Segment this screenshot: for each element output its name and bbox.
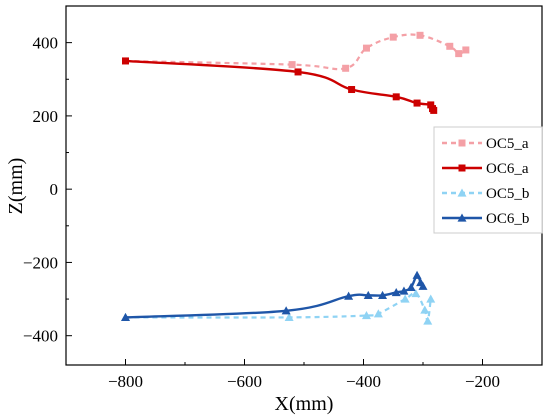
data-point xyxy=(121,312,130,321)
axis-ticks xyxy=(65,5,543,365)
data-point xyxy=(344,291,354,300)
data-point xyxy=(288,61,296,69)
data-point xyxy=(400,294,410,303)
data-point xyxy=(281,306,291,315)
legend-box xyxy=(433,126,543,234)
y-tick-label: −400 xyxy=(23,327,58,346)
tick-labels: −800 −600 −400 −200 −400 −200 0 200 400 xyxy=(23,34,500,391)
data-point xyxy=(411,289,421,298)
data-point xyxy=(418,281,428,290)
data-point xyxy=(446,42,454,50)
data-point xyxy=(122,57,129,65)
y-tick-label: 0 xyxy=(50,180,59,199)
data-point xyxy=(389,33,397,41)
y-axis-title: Z(mm) xyxy=(5,158,27,215)
legend-label: OC5_a xyxy=(486,136,529,152)
data-point xyxy=(342,64,350,72)
data-point xyxy=(462,46,470,54)
data-point xyxy=(391,287,401,297)
data-point xyxy=(294,68,302,76)
legend-marker xyxy=(457,188,467,197)
legend-item-oc5-b: OC5_b xyxy=(442,186,529,202)
data-point xyxy=(392,93,400,101)
data-point xyxy=(378,290,388,299)
x-tick-label: −600 xyxy=(227,372,262,391)
data-point xyxy=(373,309,383,318)
data-point xyxy=(406,282,416,291)
legend-label: OC5_b xyxy=(486,186,529,202)
data-point xyxy=(284,312,294,321)
y-tick-label: −200 xyxy=(23,253,58,272)
data-point xyxy=(362,44,370,52)
legend-item-oc6-b: OC6_b xyxy=(442,211,529,227)
series-oc6-a xyxy=(122,57,438,114)
x-tick-label: −400 xyxy=(346,372,381,391)
x-tick-label: −200 xyxy=(465,372,500,391)
series-oc6-b xyxy=(121,270,428,321)
data-point xyxy=(363,290,373,299)
data-point xyxy=(423,316,433,325)
legend-marker xyxy=(457,213,467,222)
series-oc5-a xyxy=(122,31,470,72)
data-point xyxy=(420,305,430,314)
data-point xyxy=(348,86,356,94)
legend-marker xyxy=(458,164,466,172)
data-point xyxy=(413,99,421,107)
legend: OC5_a OC6_a OC5_b OC6_b xyxy=(433,126,543,234)
x-tick-label: −800 xyxy=(108,372,143,391)
series-layer xyxy=(121,31,470,325)
series-line-oc6-a xyxy=(125,59,435,112)
data-point xyxy=(426,294,436,303)
legend-item-oc5-a: OC5_a xyxy=(442,136,529,152)
legend-label: OC6_b xyxy=(486,211,529,227)
data-point xyxy=(412,270,422,279)
x-axis-title: X(mm) xyxy=(275,393,334,415)
legend-item-oc6-a: OC6_a xyxy=(442,161,529,177)
y-tick-label: 200 xyxy=(33,107,59,126)
data-point xyxy=(399,286,409,295)
legend-label: OC6_a xyxy=(486,161,529,177)
data-point xyxy=(430,106,438,114)
data-point xyxy=(455,50,463,58)
legend-marker xyxy=(458,139,466,147)
data-point xyxy=(361,311,371,320)
data-point xyxy=(416,31,424,39)
data-point xyxy=(427,101,435,109)
y-tick-label: 400 xyxy=(33,34,59,53)
